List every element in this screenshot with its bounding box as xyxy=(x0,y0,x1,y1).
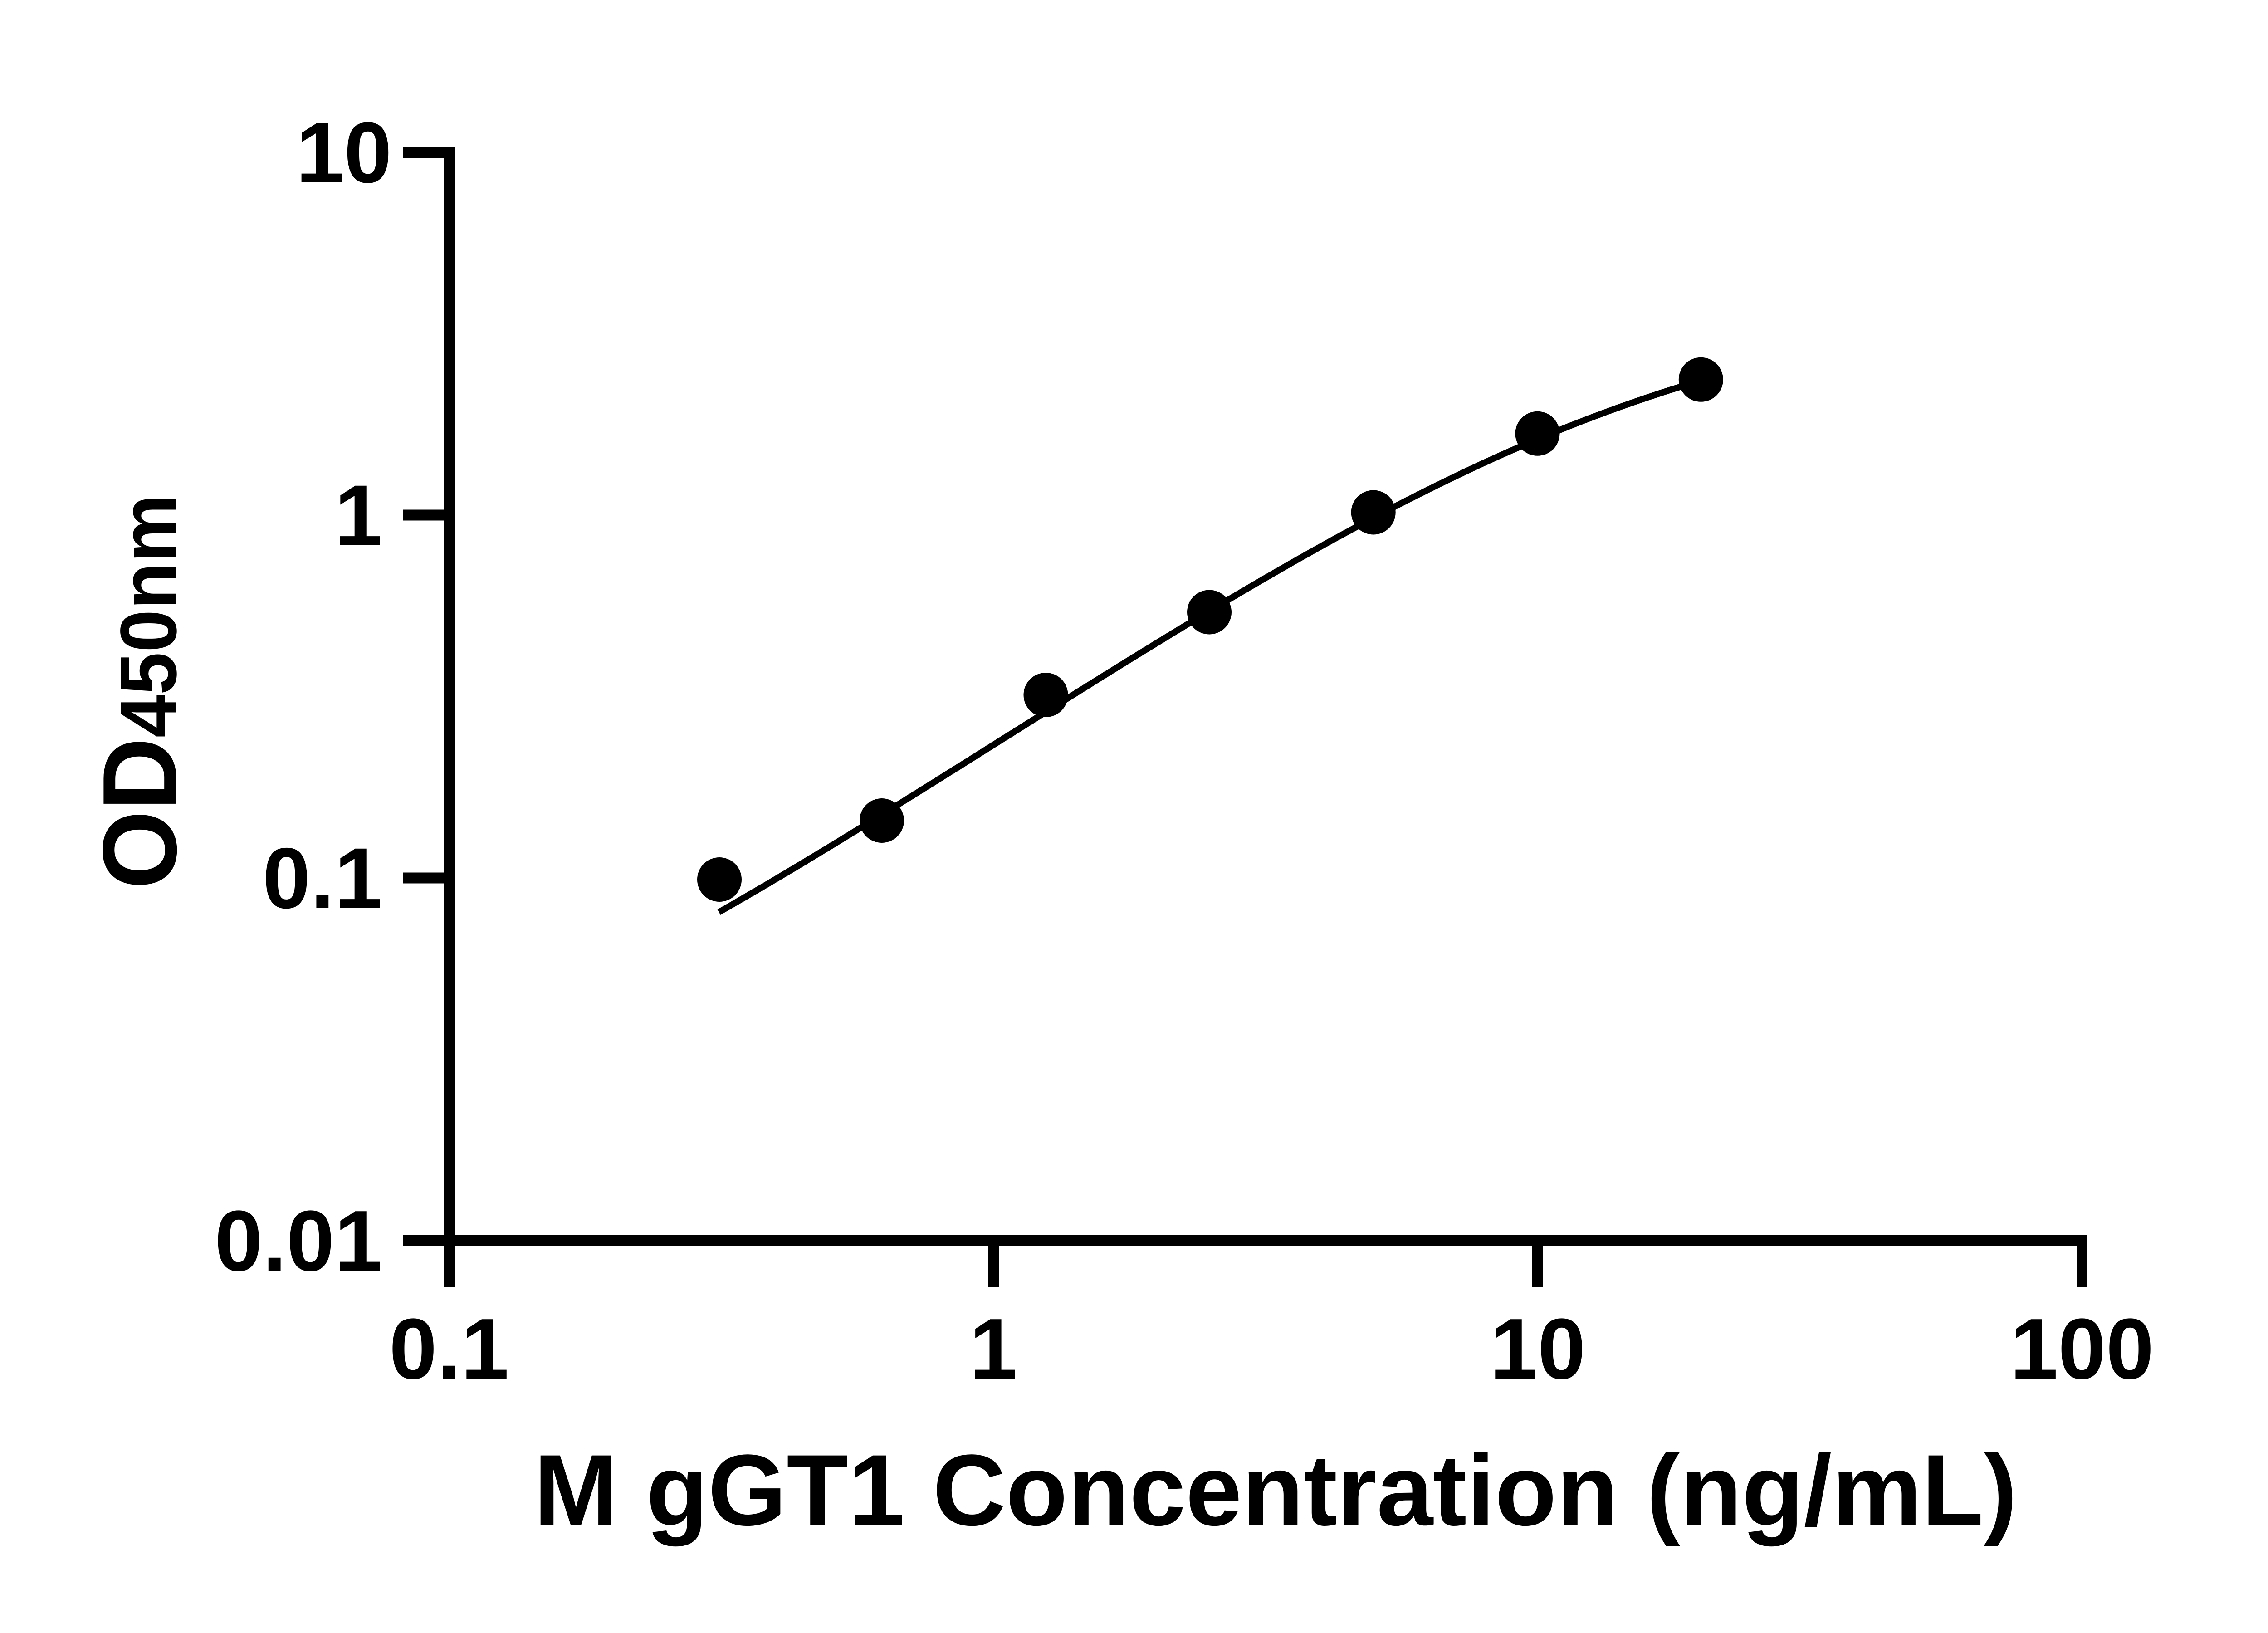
svg-text:0.1: 0.1 xyxy=(263,831,382,927)
svg-text:10: 10 xyxy=(1490,1301,1585,1397)
svg-text:0.01: 0.01 xyxy=(215,1193,382,1289)
svg-text:0.1: 0.1 xyxy=(389,1301,509,1397)
svg-text:OD: OD xyxy=(81,738,199,889)
svg-text:1: 1 xyxy=(969,1301,1017,1397)
svg-text:10: 10 xyxy=(296,105,392,201)
svg-text:450nm: 450nm xyxy=(104,494,193,738)
svg-text:M gGT1 Concentration (ng/mL): M gGT1 Concentration (ng/mL) xyxy=(534,1434,2017,1547)
svg-text:1: 1 xyxy=(334,468,382,564)
svg-text:100: 100 xyxy=(2010,1301,2154,1397)
